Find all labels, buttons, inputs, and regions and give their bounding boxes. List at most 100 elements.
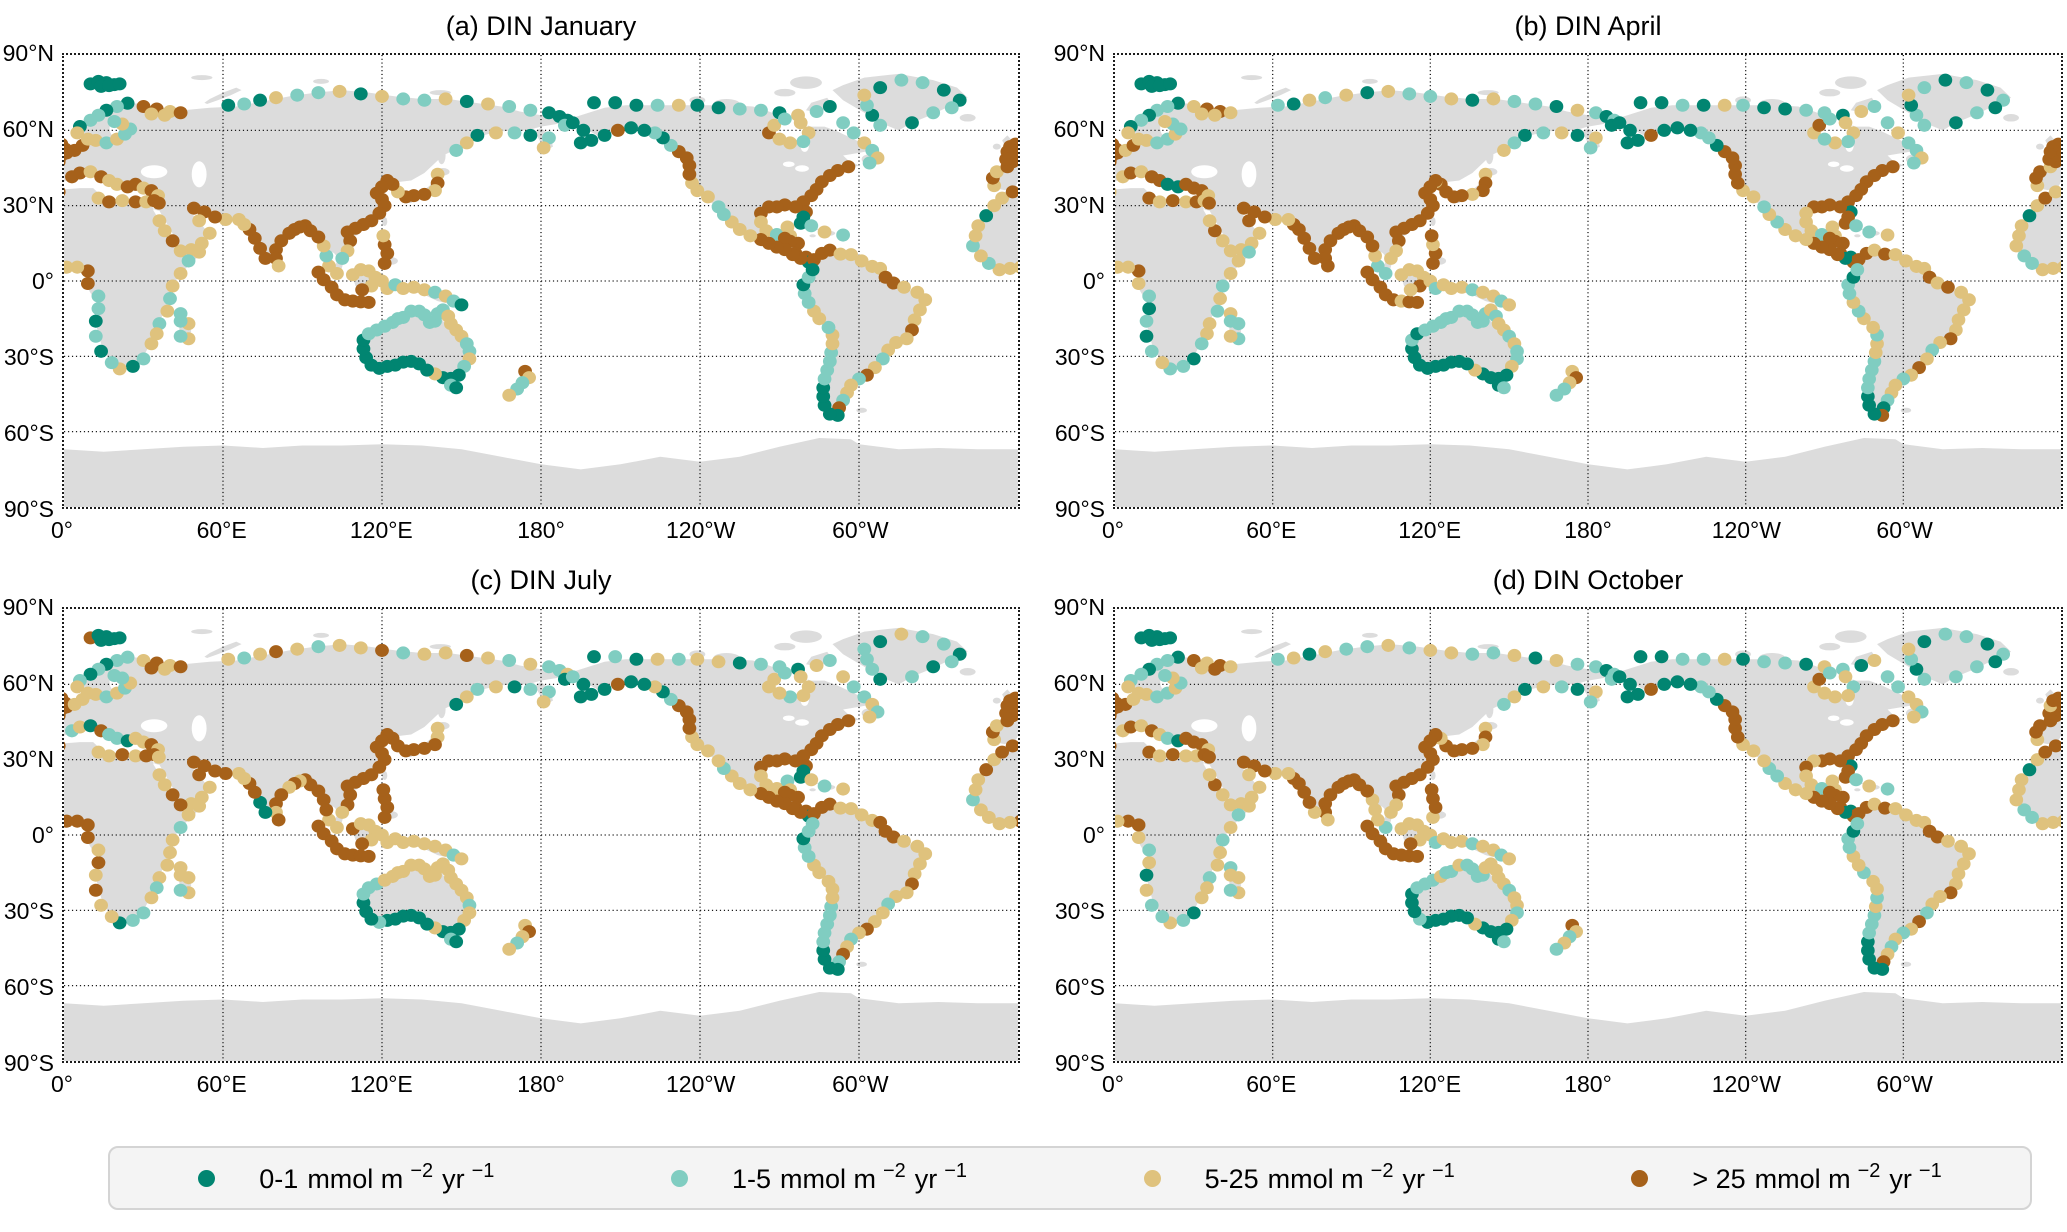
station-dot <box>966 793 980 807</box>
station-dot <box>396 646 411 660</box>
station-dot <box>1822 231 1837 245</box>
station-dot <box>1938 627 1953 641</box>
station-dot <box>1271 98 1285 112</box>
station-dot <box>772 132 787 146</box>
station-dot <box>1570 682 1585 696</box>
world-map-svg <box>1115 55 2061 507</box>
station-dot <box>637 677 652 691</box>
station-dot <box>1384 251 1398 265</box>
station-dot <box>573 136 588 150</box>
station-dot <box>1694 126 1708 140</box>
station-dot <box>91 289 106 303</box>
x-tick-label: 60°E <box>196 1071 247 1097</box>
station-dot <box>319 249 334 263</box>
station-dot <box>1746 190 1761 204</box>
station-dot <box>481 97 495 111</box>
station-dot <box>449 143 464 157</box>
station-dot <box>1252 780 1267 794</box>
station-dot <box>926 106 941 120</box>
station-dot <box>157 778 172 792</box>
station-dot <box>218 766 233 781</box>
station-dot <box>64 187 66 197</box>
station-dot <box>1307 805 1322 819</box>
station-dot <box>1423 89 1438 103</box>
station-dot <box>88 314 103 328</box>
station-dot <box>1215 279 1230 293</box>
station-dot <box>361 295 376 309</box>
station-dot <box>1208 224 1222 238</box>
station-dot <box>899 332 914 346</box>
map-panel-january <box>62 53 1020 509</box>
station-dot <box>1318 645 1333 659</box>
station-dot <box>102 195 116 209</box>
station-dot <box>1208 662 1222 676</box>
station-dot <box>1142 856 1156 870</box>
station-dot <box>1424 783 1439 797</box>
graticule-layer <box>64 609 1018 1061</box>
station-dot <box>94 344 108 358</box>
station-dot <box>873 118 888 132</box>
station-dot <box>897 834 911 848</box>
station-dot <box>1465 837 1480 851</box>
station-dot <box>2012 783 2026 797</box>
station-dot <box>1904 652 1919 666</box>
station-dot <box>992 263 1007 277</box>
station-dot <box>1231 254 1246 268</box>
station-dot <box>671 652 686 666</box>
station-dot <box>1423 643 1438 657</box>
station-dot <box>1302 93 1317 107</box>
station-dot <box>1476 285 1490 299</box>
station-dot <box>1696 652 1711 666</box>
station-dot <box>989 719 1004 733</box>
station-dot <box>489 680 503 694</box>
station-dot <box>1131 818 1146 832</box>
station-dot <box>2056 146 2061 159</box>
station-dot <box>1210 858 1225 872</box>
station-dot <box>610 123 625 137</box>
station-dot <box>102 633 116 647</box>
station-dot <box>1424 229 1439 243</box>
y-tick-label: 60°N <box>2 670 54 696</box>
station-dot <box>1339 642 1354 656</box>
station-dot <box>232 212 246 227</box>
station-dot <box>754 103 768 117</box>
station-dot <box>149 881 164 895</box>
station-dot <box>844 802 858 816</box>
y-tick-label: 30°N <box>2 746 54 772</box>
station-dot <box>1901 88 1916 102</box>
station-dot <box>1507 136 1522 150</box>
station-dot <box>1980 83 1995 97</box>
station-dot <box>1236 755 1251 769</box>
station-dot <box>1549 653 1564 668</box>
station-dot <box>1150 136 1164 150</box>
station-dot <box>481 651 495 665</box>
station-dot <box>88 329 103 343</box>
station-dot <box>1570 128 1585 142</box>
station-dot <box>1165 748 1180 762</box>
station-dot <box>1904 98 1919 112</box>
station-dot <box>417 837 432 851</box>
station-dot <box>157 224 172 238</box>
station-dot <box>2017 803 2032 817</box>
station-dot <box>1155 356 1170 370</box>
legend-dot-icon <box>1631 1169 1649 1187</box>
station-dot <box>1210 304 1225 318</box>
station-dot <box>1321 813 1335 827</box>
station-dot <box>1486 646 1501 660</box>
station-dot <box>1194 337 1209 351</box>
station-dot <box>944 101 959 115</box>
station-dot <box>128 195 143 209</box>
station-dot <box>417 741 432 755</box>
station-dot <box>1838 116 1853 130</box>
station-dot <box>1202 196 1216 210</box>
station-dot <box>1854 658 1869 673</box>
station-dot <box>1121 814 1135 828</box>
station-dot <box>1163 631 1178 645</box>
station-dot <box>454 852 469 866</box>
station-dot <box>376 229 391 243</box>
world-map-svg <box>1115 609 2061 1061</box>
station-dot <box>1862 225 1877 239</box>
station-dot <box>844 248 858 262</box>
x-tick-label: 60°E <box>196 517 247 543</box>
